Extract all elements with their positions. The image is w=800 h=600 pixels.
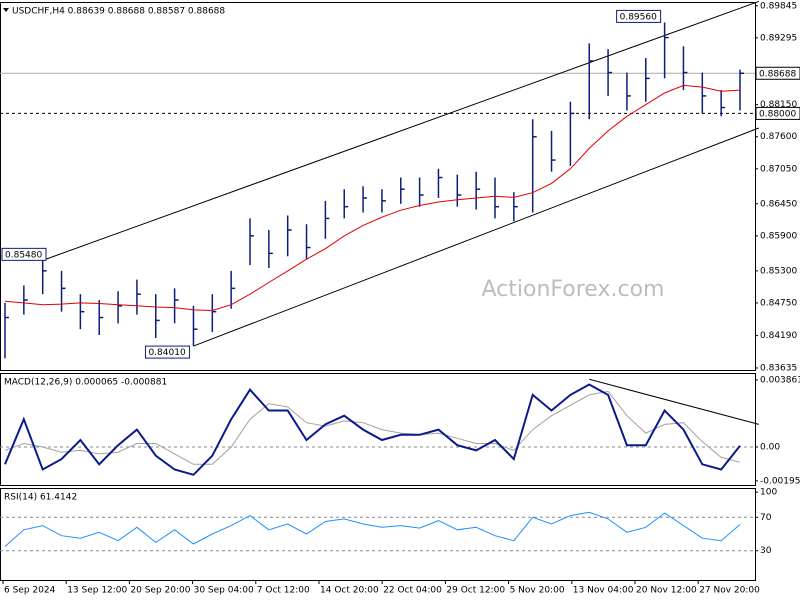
price-label: 0.88688 xyxy=(759,69,796,79)
y-tick-label: 30 xyxy=(760,546,772,556)
y-tick-label: 0.87600 xyxy=(760,132,797,142)
y-tick-label: 0.84750 xyxy=(760,298,797,308)
y-tick-label: 0.003861 xyxy=(760,375,800,385)
menu-triangle xyxy=(3,8,9,12)
price-box xyxy=(755,66,800,80)
x-tick-label: 7 Oct 12:00 xyxy=(257,586,310,596)
annotation-box xyxy=(1,247,47,261)
macd-line xyxy=(4,383,741,476)
y-tick-label: 0.87050 xyxy=(760,164,797,174)
y-tick-label: 0.86450 xyxy=(760,199,797,209)
panel-frame xyxy=(0,373,756,486)
trend-line xyxy=(42,0,760,261)
x-tick-label: 6 Sep 2024 xyxy=(4,586,56,596)
y-tick-label: 0.84190 xyxy=(760,331,797,341)
y-tick-label: 70 xyxy=(760,513,772,523)
y-tick-label: 0.89295 xyxy=(760,33,797,43)
x-tick-label: 13 Nov 04:00 xyxy=(573,586,634,596)
panel-frame xyxy=(0,488,756,581)
annotation-box xyxy=(144,345,190,359)
x-tick-label: 29 Oct 12:00 xyxy=(446,586,505,596)
x-tick-label: 20 Sep 20:00 xyxy=(130,586,190,596)
y-tick-label: 0.85900 xyxy=(760,231,797,241)
annotation-label: 0.84010 xyxy=(148,348,185,358)
y-tick-label: 0.83635 xyxy=(760,363,797,373)
panel-title: USDCHF,H4 0.88639 0.88688 0.88587 0.8868… xyxy=(12,7,225,17)
x-tick-label: 27 Nov 20:00 xyxy=(699,586,760,596)
signal-line xyxy=(4,390,741,465)
panel-title: MACD(12,26,9) 0.000065 -0.000881 xyxy=(4,378,167,388)
x-tick-label: 20 Nov 12:00 xyxy=(636,586,697,596)
panel-frame xyxy=(0,2,756,371)
y-tick-label: 0.00 xyxy=(760,442,780,452)
price-label: 0.88000 xyxy=(759,109,796,119)
x-tick-label: 22 Oct 04:00 xyxy=(383,586,442,596)
panel-title: RSI(14) 61.4142 xyxy=(4,493,77,503)
y-tick-label: 0.88150 xyxy=(760,100,797,110)
y-tick-label: 0.89845 xyxy=(760,1,797,11)
price-box xyxy=(755,106,800,120)
annotation-label: 0.89560 xyxy=(620,12,657,22)
annotation-box xyxy=(616,9,662,23)
y-tick-label: 0.85300 xyxy=(760,266,797,276)
y-tick-label: 100 xyxy=(760,488,777,498)
ma-line xyxy=(4,84,741,312)
trend-line xyxy=(589,378,759,425)
x-tick-label: 13 Sep 12:00 xyxy=(67,586,127,596)
x-tick-label: 14 Oct 20:00 xyxy=(320,586,379,596)
x-tick-label: 5 Nov 20:00 xyxy=(510,586,565,596)
y-tick-label: -0.00195 xyxy=(760,476,800,486)
watermark: ActionForex.com xyxy=(482,277,665,302)
rsi-line xyxy=(4,511,741,547)
annotation-label: 0.85480 xyxy=(5,250,42,260)
x-tick-label: 30 Sep 04:00 xyxy=(194,586,254,596)
trend-line xyxy=(193,127,760,347)
